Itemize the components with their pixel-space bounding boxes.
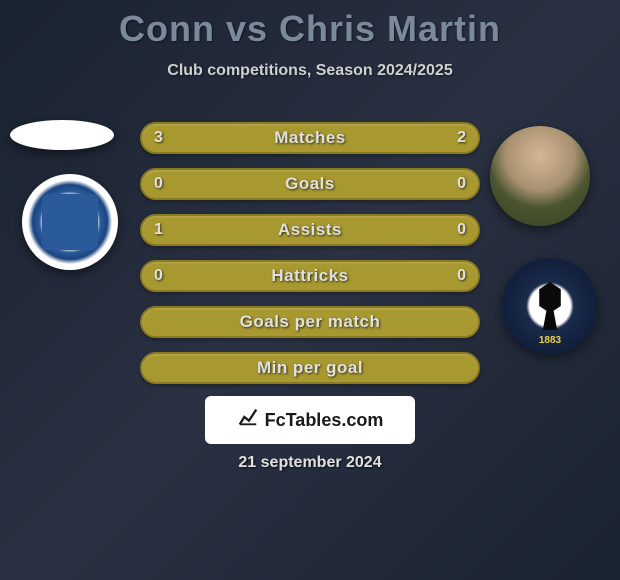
footer-site-link[interactable]: FcTables.com — [205, 396, 415, 444]
club-right-year: 1883 — [539, 335, 561, 346]
stat-label: Goals per match — [240, 312, 381, 332]
stat-left-value: 0 — [154, 267, 163, 285]
stat-label: Hattricks — [271, 266, 348, 286]
footer-date: 21 september 2024 — [238, 454, 381, 472]
chart-icon — [237, 406, 259, 434]
player-left-avatar — [10, 120, 114, 150]
stat-row-assists: 1 Assists 0 — [140, 214, 480, 246]
stat-label: Assists — [278, 220, 342, 240]
stats-container: 3 Matches 2 0 Goals 0 1 Assists 0 0 Hatt… — [140, 122, 480, 398]
club-right-figure — [532, 282, 568, 330]
stat-left-value: 1 — [154, 221, 163, 239]
stat-label: Matches — [274, 128, 346, 148]
stat-right-value: 0 — [457, 221, 466, 239]
stat-label: Goals — [285, 174, 335, 194]
stat-left-value: 0 — [154, 175, 163, 193]
page-title: Conn vs Chris Martin — [0, 0, 620, 50]
stat-row-goals-per-match: Goals per match — [140, 306, 480, 338]
stat-row-goals: 0 Goals 0 — [140, 168, 480, 200]
stat-right-value: 0 — [457, 267, 466, 285]
club-left-crest — [42, 194, 98, 250]
footer-site-text: FcTables.com — [265, 410, 384, 431]
club-left-badge — [22, 174, 118, 270]
stat-right-value: 0 — [457, 175, 466, 193]
stat-label: Min per goal — [257, 358, 363, 378]
stat-right-value: 2 — [457, 129, 466, 147]
stat-row-matches: 3 Matches 2 — [140, 122, 480, 154]
stat-left-value: 3 — [154, 129, 163, 147]
club-right-badge: 1883 — [502, 258, 598, 354]
page-subtitle: Club competitions, Season 2024/2025 — [0, 62, 620, 80]
player-right-avatar — [490, 126, 590, 226]
stat-row-hattricks: 0 Hattricks 0 — [140, 260, 480, 292]
stat-row-min-per-goal: Min per goal — [140, 352, 480, 384]
